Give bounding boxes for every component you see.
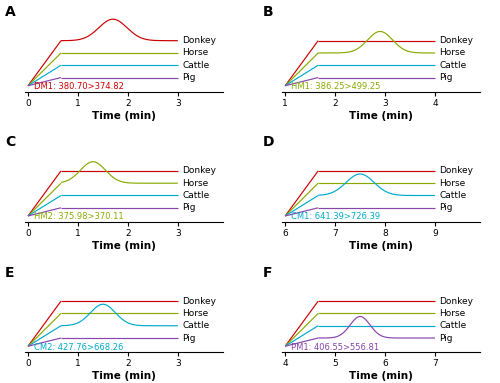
- Text: Pig: Pig: [182, 334, 196, 342]
- X-axis label: Time (min): Time (min): [349, 111, 413, 121]
- Text: Horse: Horse: [182, 309, 208, 318]
- Text: Horse: Horse: [182, 49, 208, 57]
- Text: Pig: Pig: [440, 334, 453, 342]
- Text: B: B: [262, 5, 273, 19]
- X-axis label: Time (min): Time (min): [92, 111, 156, 121]
- Text: Horse: Horse: [182, 179, 208, 188]
- Text: Donkey: Donkey: [440, 297, 474, 306]
- Text: E: E: [5, 265, 15, 280]
- Text: Cattle: Cattle: [182, 321, 210, 330]
- Text: DM1: 380.70>374.82: DM1: 380.70>374.82: [34, 82, 124, 91]
- Text: Horse: Horse: [440, 309, 466, 318]
- Text: F: F: [262, 265, 272, 280]
- Text: CM1: 641.39>726.39: CM1: 641.39>726.39: [291, 213, 380, 221]
- Text: A: A: [5, 5, 16, 19]
- Text: Horse: Horse: [440, 179, 466, 188]
- Text: Donkey: Donkey: [182, 297, 216, 306]
- Text: Pig: Pig: [440, 73, 453, 82]
- Text: Donkey: Donkey: [182, 167, 216, 175]
- Text: Pig: Pig: [440, 203, 453, 212]
- Text: Donkey: Donkey: [440, 36, 474, 45]
- Text: HM2: 375.98>370.11: HM2: 375.98>370.11: [34, 213, 124, 221]
- X-axis label: Time (min): Time (min): [92, 241, 156, 251]
- Text: CM2: 427.76>668.26: CM2: 427.76>668.26: [34, 343, 124, 352]
- Text: Donkey: Donkey: [440, 167, 474, 175]
- Text: Pig: Pig: [182, 203, 196, 212]
- X-axis label: Time (min): Time (min): [349, 241, 413, 251]
- Text: Donkey: Donkey: [182, 36, 216, 45]
- Text: C: C: [5, 135, 15, 149]
- Text: Cattle: Cattle: [440, 61, 467, 70]
- X-axis label: Time (min): Time (min): [349, 371, 413, 381]
- Text: PM1: 406.55>556.81: PM1: 406.55>556.81: [291, 343, 380, 352]
- Text: Cattle: Cattle: [182, 61, 210, 70]
- Text: HM1: 386.25>499.25: HM1: 386.25>499.25: [291, 82, 380, 91]
- Text: D: D: [262, 135, 274, 149]
- X-axis label: Time (min): Time (min): [92, 371, 156, 381]
- Text: Horse: Horse: [440, 49, 466, 57]
- Text: Cattle: Cattle: [440, 191, 467, 200]
- Text: Cattle: Cattle: [440, 321, 467, 330]
- Text: Cattle: Cattle: [182, 191, 210, 200]
- Text: Pig: Pig: [182, 73, 196, 82]
